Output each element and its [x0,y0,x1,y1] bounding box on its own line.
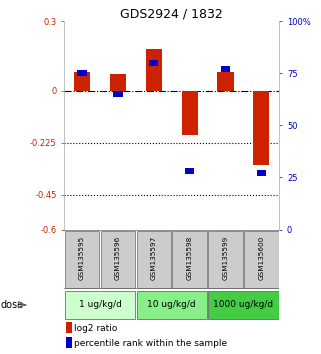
Title: GDS2924 / 1832: GDS2924 / 1832 [120,7,223,20]
Text: dose: dose [0,300,23,310]
Bar [137,231,171,289]
Bar [217,72,234,91]
Text: percentile rank within the sample: percentile rank within the sample [74,339,227,348]
Bar [137,291,207,319]
Bar [66,322,72,333]
Bar [172,231,207,289]
Bar [208,231,243,289]
Bar [182,91,198,135]
Text: GSM135596: GSM135596 [115,236,121,280]
Bar [221,66,230,72]
Bar [257,170,266,176]
Bar [101,231,135,289]
Bar [149,60,159,66]
Bar [77,70,87,76]
Text: GSM135595: GSM135595 [79,236,85,280]
Bar [66,337,72,348]
Bar [65,231,99,289]
Bar [113,91,123,97]
Text: GSM135598: GSM135598 [187,236,193,280]
Text: GSM135599: GSM135599 [222,236,229,280]
Bar [110,74,126,91]
Bar [185,168,194,174]
Bar [146,49,162,91]
Bar [244,231,279,289]
Text: 10 ug/kg/d: 10 ug/kg/d [147,300,196,309]
Text: 1 ug/kg/d: 1 ug/kg/d [79,300,121,309]
Bar [208,291,279,319]
Text: 1000 ug/kg/d: 1000 ug/kg/d [213,300,273,309]
Text: GSM135597: GSM135597 [151,236,157,280]
Bar [253,91,269,165]
Bar [74,72,90,91]
Text: GSM135600: GSM135600 [258,236,265,280]
Text: log2 ratio: log2 ratio [74,324,117,333]
Bar [65,291,135,319]
